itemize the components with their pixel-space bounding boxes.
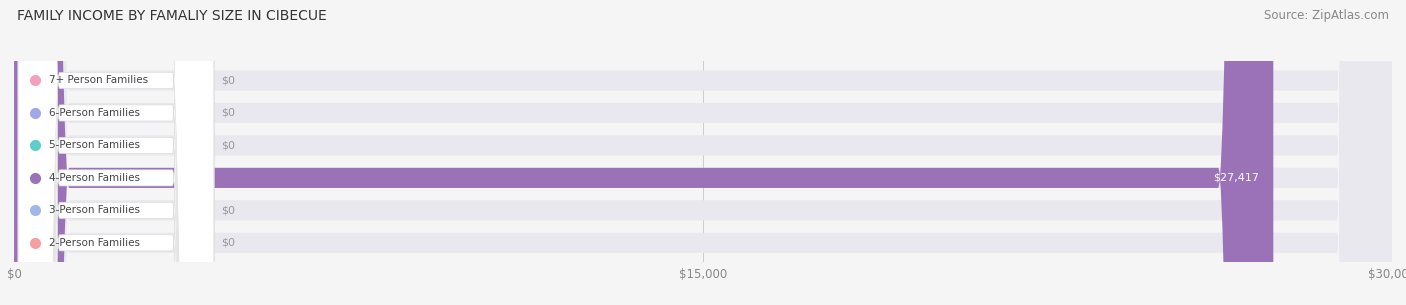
FancyBboxPatch shape xyxy=(18,0,214,305)
FancyBboxPatch shape xyxy=(18,0,214,305)
FancyBboxPatch shape xyxy=(18,0,214,305)
Text: 2-Person Families: 2-Person Families xyxy=(48,238,139,248)
FancyBboxPatch shape xyxy=(14,0,1392,305)
Text: $0: $0 xyxy=(221,238,235,248)
Text: 4-Person Families: 4-Person Families xyxy=(48,173,139,183)
Text: 3-Person Families: 3-Person Families xyxy=(48,205,139,215)
Text: 6-Person Families: 6-Person Families xyxy=(48,108,139,118)
FancyBboxPatch shape xyxy=(14,0,1392,305)
FancyBboxPatch shape xyxy=(14,0,1392,305)
Text: $0: $0 xyxy=(221,205,235,215)
Text: 5-Person Families: 5-Person Families xyxy=(48,140,139,150)
Text: $0: $0 xyxy=(221,75,235,85)
FancyBboxPatch shape xyxy=(18,0,214,305)
Text: $0: $0 xyxy=(221,108,235,118)
Text: 7+ Person Families: 7+ Person Families xyxy=(48,75,148,85)
FancyBboxPatch shape xyxy=(14,0,1274,305)
FancyBboxPatch shape xyxy=(14,0,1392,305)
FancyBboxPatch shape xyxy=(18,0,214,305)
FancyBboxPatch shape xyxy=(14,0,1392,305)
Text: FAMILY INCOME BY FAMALIY SIZE IN CIBECUE: FAMILY INCOME BY FAMALIY SIZE IN CIBECUE xyxy=(17,9,326,23)
Text: Source: ZipAtlas.com: Source: ZipAtlas.com xyxy=(1264,9,1389,22)
FancyBboxPatch shape xyxy=(14,0,1392,305)
Text: $0: $0 xyxy=(221,140,235,150)
Text: $27,417: $27,417 xyxy=(1213,173,1260,183)
FancyBboxPatch shape xyxy=(18,0,214,305)
